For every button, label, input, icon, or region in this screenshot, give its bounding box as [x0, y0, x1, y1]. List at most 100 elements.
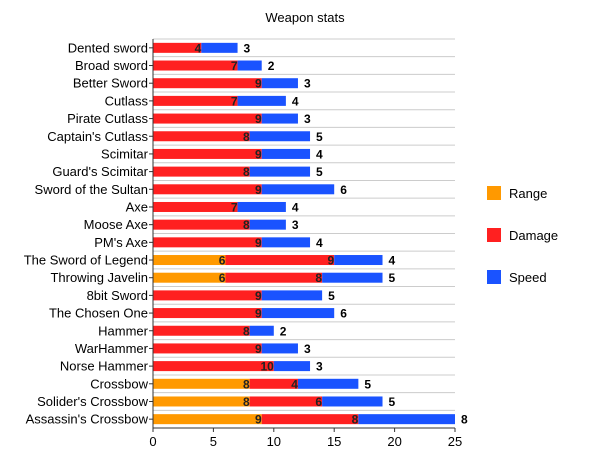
bar-segment-damage: [153, 78, 262, 89]
bar-segment-damage: [153, 361, 274, 372]
bar-segment-speed: [261, 184, 335, 195]
segment-value-label: 3: [304, 77, 311, 91]
category-label: The Chosen One: [49, 306, 148, 321]
segment-value-label: 4: [292, 200, 299, 214]
bar-segment-damage: [153, 325, 250, 336]
segment-value-label: 5: [316, 165, 323, 179]
category-label: Pirate Cutlass: [67, 111, 148, 126]
category-label: WarHammer: [75, 341, 149, 356]
category-label: Norse Hammer: [60, 359, 149, 374]
category-label: Scimitar: [101, 146, 149, 161]
segment-value-label: 6: [340, 183, 347, 197]
bar-segment-damage: [153, 308, 262, 319]
bar-segment-damage: [153, 166, 250, 177]
segment-value-label: 4: [195, 41, 202, 55]
category-label: Broad sword: [75, 58, 148, 73]
legend-label: Range: [509, 186, 547, 201]
bar-segment-speed: [237, 60, 262, 71]
segment-value-label: 6: [219, 254, 226, 268]
segment-value-label: 10: [260, 360, 274, 374]
segment-value-label: 8: [352, 413, 359, 427]
x-tick-label: 20: [387, 434, 401, 449]
segment-value-label: 9: [255, 289, 262, 303]
x-tick-label: 10: [267, 434, 281, 449]
bar-segment-range: [153, 378, 250, 389]
bar-segment-range: [153, 414, 262, 425]
bar-segment-damage: [153, 95, 238, 106]
bar-segment-speed: [261, 113, 298, 124]
bar-segment-speed: [334, 255, 383, 266]
segment-value-label: 4: [389, 254, 396, 268]
bar-segment-speed: [237, 201, 286, 212]
category-label: Solider's Crossbow: [37, 394, 148, 409]
bar-segment-speed: [201, 42, 238, 53]
segment-value-label: 9: [255, 147, 262, 161]
segment-value-label: 8: [243, 395, 250, 409]
bar-segment-damage: [153, 60, 238, 71]
bar-segment-speed: [261, 148, 311, 159]
bar-segment-speed: [322, 396, 383, 407]
bar-segment-speed: [273, 361, 311, 372]
bar-segment-speed: [249, 219, 286, 230]
bar-segment-range: [153, 396, 250, 407]
bar-segment-damage: [225, 272, 323, 283]
bar-segment-speed: [297, 378, 359, 389]
bar-segment-speed: [322, 272, 383, 283]
bars: 4 37 29 37 49 38 59 48 59 67 48 39 46 9 46 8 59 59 68 29 310…: [153, 41, 468, 427]
category-label: Hammer: [98, 323, 149, 338]
category-label: Assassin's Crossbow: [26, 412, 149, 427]
bar-segment-range: [153, 272, 226, 283]
x-tick-label: 25: [448, 434, 462, 449]
bar-segment-speed: [261, 308, 335, 319]
category-label: PM's Axe: [94, 235, 148, 250]
segment-value-label: 9: [255, 112, 262, 126]
category-label: Dented sword: [68, 40, 148, 55]
legend-swatch-speed: [487, 270, 501, 284]
category-label: Captain's Cutlass: [47, 129, 148, 144]
category-label: Guard's Scimitar: [52, 164, 148, 179]
segment-value-label: 8: [243, 377, 250, 391]
segment-value-label: 6: [219, 271, 226, 285]
bar-segment-speed: [261, 343, 298, 354]
bar-segment-damage: [153, 237, 262, 248]
bar-segment-damage: [261, 414, 359, 425]
segment-value-label: 8: [461, 413, 468, 427]
segment-value-label: 4: [291, 377, 298, 391]
category-label: 8bit Sword: [87, 288, 148, 303]
legend: Range Damage Speed: [487, 186, 558, 285]
category-label: Moose Axe: [84, 217, 148, 232]
bar-segment-speed: [249, 166, 311, 177]
segment-value-label: 4: [316, 147, 323, 161]
bar-segment-damage: [249, 378, 298, 389]
legend-label: Speed: [509, 270, 547, 285]
segment-value-label: 3: [244, 41, 251, 55]
segment-value-label: 8: [243, 218, 250, 232]
segment-value-label: 4: [292, 94, 299, 108]
segment-value-label: 8: [243, 324, 250, 338]
segment-value-label: 8: [315, 271, 322, 285]
segment-value-label: 5: [389, 395, 396, 409]
category-label: Throwing Javelin: [50, 270, 148, 285]
segment-value-label: 2: [280, 324, 287, 338]
bar-segment-speed: [237, 95, 286, 106]
segment-value-label: 9: [255, 307, 262, 321]
bar-segment-damage: [153, 290, 262, 301]
bar-segment-damage: [153, 131, 250, 142]
category-label: Cutlass: [105, 93, 149, 108]
bar-segment-damage: [153, 42, 202, 53]
legend-swatch-range: [487, 186, 501, 200]
segment-value-label: 3: [292, 218, 299, 232]
bar-segment-speed: [261, 78, 298, 89]
x-tick-label: 5: [210, 434, 217, 449]
segment-value-label: 3: [304, 112, 311, 126]
segment-value-label: 9: [255, 342, 262, 356]
segment-value-label: 5: [328, 289, 335, 303]
bar-segment-damage: [153, 184, 262, 195]
segment-value-label: 6: [315, 395, 322, 409]
segment-value-label: 9: [255, 236, 262, 250]
category-label: Axe: [126, 199, 148, 214]
segment-value-label: 7: [231, 59, 238, 73]
segment-value-label: 9: [255, 183, 262, 197]
bar-segment-damage: [153, 343, 262, 354]
bar-segment-speed: [249, 325, 274, 336]
